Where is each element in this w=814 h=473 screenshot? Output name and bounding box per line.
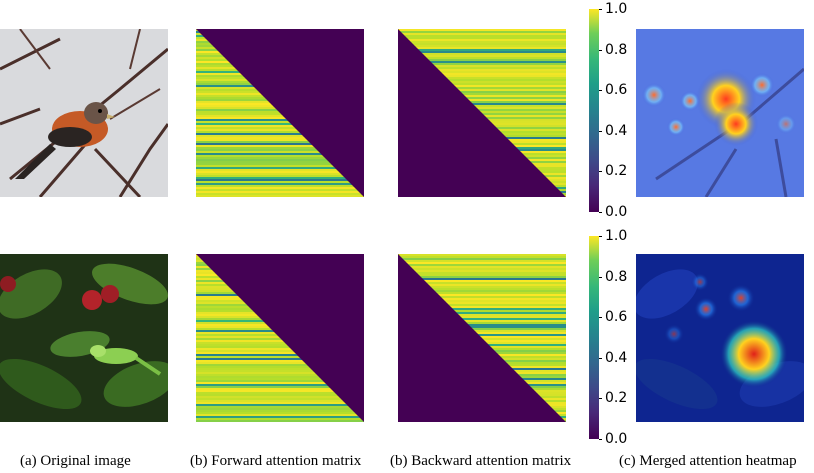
colorbar-tick-label: 1.0	[605, 228, 628, 244]
forward-attention-matrix-row1	[196, 29, 364, 197]
colorbar-row2	[589, 236, 599, 439]
original-image-bird	[0, 29, 168, 197]
colorbar-tick-label: 0.6	[605, 82, 628, 98]
colorbar-row1	[589, 9, 599, 212]
caption-original-image: (a) Original image	[20, 453, 131, 469]
caption-merged-attention-heatmap: (c) Merged attention heatmap	[619, 453, 797, 469]
backward-attention-matrix-row2	[398, 254, 566, 422]
original-image-lizard	[0, 254, 168, 422]
colorbar-tick-label: 0.2	[605, 163, 628, 179]
colorbar-tick-label: 0.4	[605, 123, 628, 139]
colorbar-tick-label: 0.6	[605, 309, 628, 325]
caption-backward-attention-matrix: (b) Backward attention matrix	[390, 453, 572, 469]
colorbar-tick-label: 0.8	[605, 42, 628, 58]
colorbar-tick-label: 0.4	[605, 350, 628, 366]
colorbar-tick-label: 1.0	[605, 1, 628, 17]
forward-attention-matrix-row2	[196, 254, 364, 422]
caption-forward-attention-matrix: (b) Forward attention matrix	[190, 453, 362, 469]
merged-attention-heatmap-row1	[636, 29, 804, 197]
colorbar-tick-label: 0.8	[605, 269, 628, 285]
colorbar-tick-label: 0.2	[605, 390, 628, 406]
colorbar-tick-label: 0.0	[605, 204, 628, 220]
backward-attention-matrix-row1	[398, 29, 566, 197]
merged-attention-heatmap-row2	[636, 254, 804, 422]
colorbar-tick-label: 0.0	[605, 431, 628, 447]
